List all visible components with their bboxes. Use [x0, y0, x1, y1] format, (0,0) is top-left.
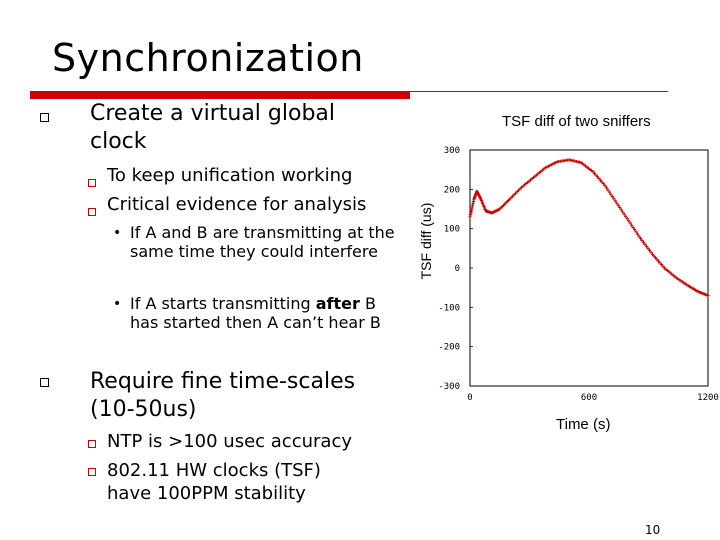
bullet-ntp-accuracy: NTP is >100 usec accuracy	[107, 431, 352, 452]
bullet-interfere: If A and B are transmitting at the same …	[130, 223, 395, 261]
x-tick-label: 0	[467, 393, 472, 403]
data-point-marker	[604, 186, 608, 190]
y-tick-label: 0	[455, 264, 460, 274]
data-point-marker	[649, 250, 653, 254]
data-point-marker	[612, 197, 616, 201]
y-tick-label: 200	[444, 185, 460, 195]
data-point-marker	[633, 228, 637, 232]
page-number: 10	[645, 523, 661, 537]
data-point-marker	[706, 293, 710, 298]
data-point-marker	[640, 238, 644, 243]
y-tick-label: -200	[438, 343, 460, 353]
after-pre-text: If A starts transmitting	[130, 294, 316, 313]
data-point-marker	[644, 244, 649, 248]
bullet-create-clock: Create a virtual global clock	[90, 101, 335, 154]
data-point-marker	[658, 261, 662, 265]
data-point-marker	[661, 264, 665, 268]
bullet-square-icon	[40, 113, 49, 122]
data-point-marker	[594, 173, 598, 177]
data-point-marker	[624, 214, 628, 218]
bullet-hw-clocks: 802.11 HW clocks (TSF) have 100PPM stabi…	[107, 460, 321, 504]
data-point-marker	[598, 178, 603, 182]
y-tick-label: -100	[438, 303, 460, 313]
data-point-marker	[613, 199, 617, 203]
x-tick-label: 600	[581, 393, 597, 403]
sub-bullet-square-icon	[88, 179, 96, 187]
sub-bullet-square-icon	[88, 468, 96, 476]
x-axis-label: Time (s)	[556, 416, 611, 433]
data-point-marker	[637, 234, 641, 238]
title-rule-thick	[30, 91, 410, 99]
after-post-text: B has started then A can’t hear B	[130, 294, 381, 332]
data-point-marker	[609, 192, 613, 196]
after-bold-text: after	[315, 294, 360, 313]
data-point-marker	[638, 236, 643, 241]
data-point-marker	[659, 262, 663, 267]
data-point-marker	[630, 223, 634, 227]
bullet-after: If A starts transmitting after B has sta…	[130, 294, 400, 332]
data-point-marker	[628, 221, 632, 225]
dot-icon: •	[113, 225, 122, 241]
data-point-marker	[656, 259, 661, 263]
data-point-marker	[631, 225, 635, 230]
data-point-marker	[646, 246, 650, 250]
chart-title: TSF diff of two sniffers	[502, 113, 651, 130]
data-point-marker	[591, 170, 595, 174]
y-tick-label: 300	[444, 146, 460, 156]
data-point-marker	[601, 182, 605, 186]
sub-bullet-square-icon	[88, 440, 96, 448]
data-point-marker	[600, 180, 604, 184]
data-point-marker	[652, 254, 656, 258]
bullet-square-icon	[40, 378, 49, 387]
data-point-marker	[619, 208, 623, 212]
bullet-keep-unification: To keep unification working	[107, 165, 353, 186]
data-point-marker	[641, 240, 646, 245]
data-point-marker	[650, 252, 655, 256]
y-tick-label: 100	[444, 225, 460, 235]
dot-icon: •	[113, 296, 122, 312]
data-point-marker	[592, 171, 597, 175]
slide-title: Synchronization	[52, 36, 364, 80]
data-point-marker	[634, 230, 638, 234]
data-point-marker	[597, 176, 601, 181]
data-point-marker	[606, 188, 610, 192]
data-point-marker	[635, 232, 640, 236]
data-point-marker	[621, 210, 625, 214]
data-point-marker	[615, 201, 619, 205]
plot-frame	[469, 149, 709, 387]
y-tick-label: -300	[438, 382, 460, 392]
data-point-marker	[643, 242, 647, 246]
data-point-marker	[607, 190, 611, 194]
bullet-critical-evidence: Critical evidence for analysis	[107, 194, 367, 215]
data-point-marker	[595, 175, 600, 179]
data-point-marker	[625, 216, 629, 221]
data-point-marker	[627, 219, 631, 223]
bullet-fine-timescales: Require fine time-scales (10-50us)	[90, 369, 356, 422]
sub-bullet-square-icon	[88, 208, 96, 216]
data-point-marker	[653, 256, 658, 260]
data-point-marker	[616, 203, 620, 207]
data-point-marker	[610, 194, 614, 199]
data-point-marker	[618, 205, 622, 210]
data-point-marker	[622, 212, 626, 216]
title-rule-thin	[410, 91, 668, 92]
x-tick-label: 1200	[697, 393, 719, 403]
data-point-marker	[647, 248, 652, 252]
data-point-marker	[655, 257, 659, 261]
data-point-marker	[603, 183, 607, 187]
